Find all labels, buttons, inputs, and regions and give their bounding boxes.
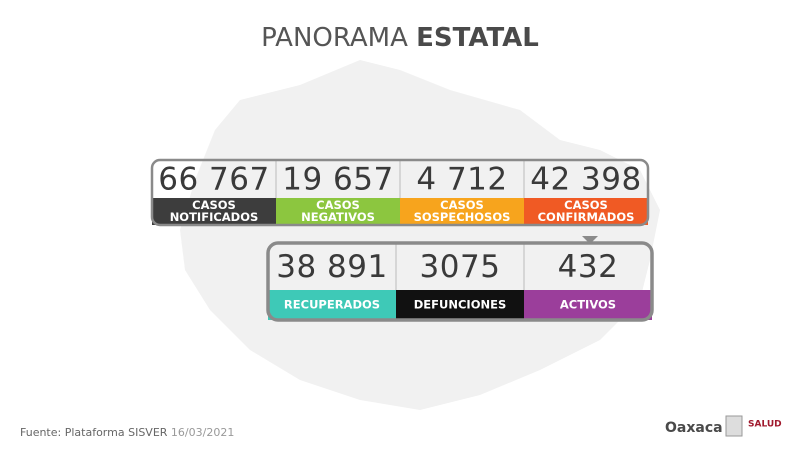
stat-label: NEGATIVOS <box>301 210 375 224</box>
label-band <box>152 198 276 225</box>
stat-number: 42 398 <box>530 162 641 198</box>
footer: Fuente: Plataforma SISVER 16/03/2021 <box>20 426 234 439</box>
row1-frame <box>150 158 650 227</box>
stat-number: 19 657 <box>282 162 393 198</box>
map-background <box>180 60 660 410</box>
label-band <box>524 290 652 320</box>
stat-label: NOTIFICADOS <box>170 210 259 224</box>
stat-label: CASOS <box>564 198 608 212</box>
stat-label: CONFIRMADOS <box>538 210 635 224</box>
label-band <box>268 290 396 320</box>
stat-number: 66 767 <box>158 162 269 198</box>
stat-label: SOSPECHOSOS <box>414 210 511 224</box>
title: PANORAMA ESTATAL <box>261 23 539 53</box>
stat-label: CASOS <box>440 198 484 212</box>
label-band <box>400 198 524 225</box>
stat-number: 38 891 <box>276 249 387 285</box>
stat-label: DEFUNCIONES <box>414 298 506 312</box>
stat-number: 4 712 <box>416 162 507 198</box>
label-band <box>396 290 524 320</box>
pointer <box>582 236 598 244</box>
title-light: PANORAMA <box>261 23 408 53</box>
label-band <box>524 198 648 225</box>
stat-label: ACTIVOS <box>560 298 616 312</box>
stat-label: CASOS <box>316 198 360 212</box>
emblem <box>725 415 743 437</box>
date: 16/03/2021 <box>171 426 234 439</box>
health-logo: SALUD <box>748 420 782 430</box>
title-bold: ESTATAL <box>416 23 539 53</box>
source: Fuente: Plataforma SISVER <box>20 426 168 439</box>
stat-number: 432 <box>558 249 619 285</box>
row2-frame <box>266 241 654 322</box>
stat-number: 3075 <box>420 249 501 285</box>
state-logo: Oaxaca <box>665 420 723 436</box>
label-band <box>276 198 400 225</box>
stat-label: CASOS <box>192 198 236 212</box>
stat-label: RECUPERADOS <box>284 298 380 312</box>
